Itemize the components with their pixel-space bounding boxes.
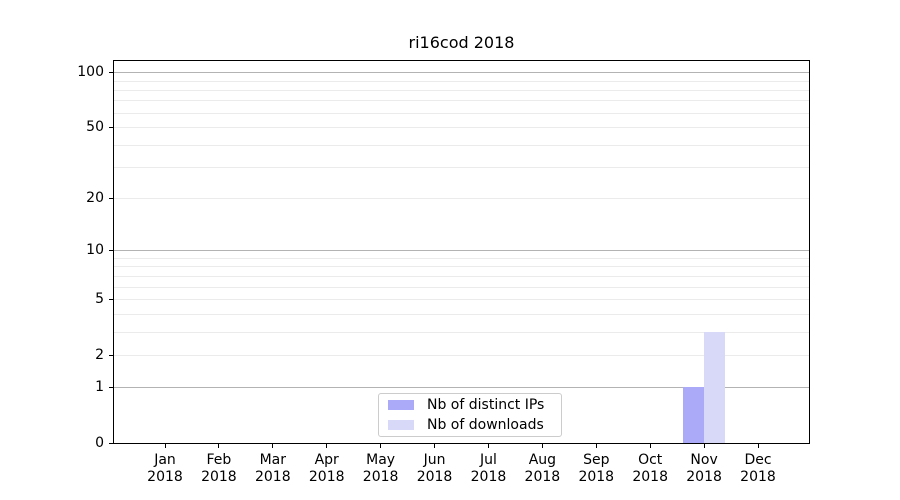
y-tick-label: 5: [95, 291, 104, 307]
x-tick-label: Mar 2018: [254, 452, 291, 485]
minor-gridline: [114, 112, 809, 114]
minor-gridline: [114, 286, 809, 288]
major-gridline: [114, 387, 809, 389]
minor-gridline: [114, 89, 809, 91]
y-tick-label: 20: [86, 190, 104, 207]
legend-label-distinct-ips: Nb of distinct IPs: [427, 397, 545, 414]
y-tick-label: 2: [95, 346, 104, 363]
x-tick-label: Aug 2018: [524, 452, 561, 485]
minor-gridline: [114, 275, 809, 277]
minor-gridline: [114, 167, 809, 169]
x-tick-label: Oct 2018: [632, 452, 668, 485]
minor-gridline: [114, 331, 809, 333]
minor-gridline: [114, 144, 809, 146]
x-tick-mark: [487, 444, 489, 448]
y-tick-mark: [109, 72, 113, 73]
legend-swatch-distinct-ips: [388, 400, 414, 411]
legend-label-downloads: Nb of downloads: [427, 416, 544, 433]
y-tick-label: 50: [86, 119, 104, 136]
x-tick-label: May 2018: [362, 452, 399, 485]
x-tick-mark: [703, 444, 705, 448]
x-tick-mark: [649, 444, 651, 448]
x-tick-label: Jan 2018: [147, 452, 183, 485]
minor-gridline: [114, 313, 809, 315]
y-tick-label: 10: [86, 242, 104, 259]
y-tick-mark: [109, 443, 113, 444]
chart-title: ri16cod 2018: [408, 33, 515, 52]
minor-gridline: [114, 100, 809, 102]
x-tick-mark: [380, 444, 382, 448]
bar-distinct-ips: [683, 387, 705, 443]
legend-item-downloads: Nb of downloads: [388, 417, 561, 433]
legend: Nb of distinct IPs Nb of downloads: [378, 393, 562, 437]
x-tick-label: Dec 2018: [740, 452, 776, 485]
major-gridline: [114, 250, 809, 252]
x-tick-mark: [541, 444, 543, 448]
plot-area: 0 1 2 5 10 20 50 100 Jan 2018 Feb 2018 Mar 2018 Apr 201…: [77, 60, 810, 485]
x-tick-label: Jul 2018: [470, 452, 507, 485]
y-tick-mark: [109, 198, 113, 199]
x-tick-label: Apr 2018: [308, 452, 345, 485]
minor-gridline: [114, 299, 809, 300]
x-tick-mark: [595, 444, 597, 448]
y-tick-mark: [109, 299, 113, 300]
x-tick-mark: [164, 444, 166, 448]
y-tick-mark: [109, 387, 113, 388]
minor-gridline: [114, 198, 809, 200]
x-tick-mark: [434, 444, 436, 448]
y-tick-mark: [109, 355, 113, 356]
x-tick-mark: [272, 444, 274, 448]
x-tick-mark: [218, 444, 220, 448]
minor-gridline: [114, 257, 809, 259]
x-tick-label: Feb 2018: [201, 452, 237, 485]
minor-gridline: [114, 127, 809, 129]
minor-gridline: [114, 80, 809, 82]
x-tick-mark: [326, 444, 328, 448]
legend-swatch-downloads: [388, 419, 414, 430]
bar-downloads: [704, 331, 726, 443]
y-tick-label: 1: [95, 379, 104, 396]
x-tick-label: Sep 2018: [578, 452, 615, 485]
legend-item-distinct-ips: Nb of distinct IPs: [388, 397, 561, 413]
y-tick-mark: [109, 250, 113, 251]
major-gridline: [114, 72, 809, 74]
x-tick-label: Nov 2018: [686, 452, 722, 485]
y-tick-label: 0: [95, 435, 104, 451]
x-tick-label: Jun 2018: [416, 452, 453, 485]
x-tick-mark: [757, 444, 759, 448]
y-tick-label: 100: [77, 64, 104, 81]
minor-gridline: [114, 354, 809, 356]
y-tick-mark: [109, 127, 113, 128]
minor-gridline: [114, 266, 809, 268]
